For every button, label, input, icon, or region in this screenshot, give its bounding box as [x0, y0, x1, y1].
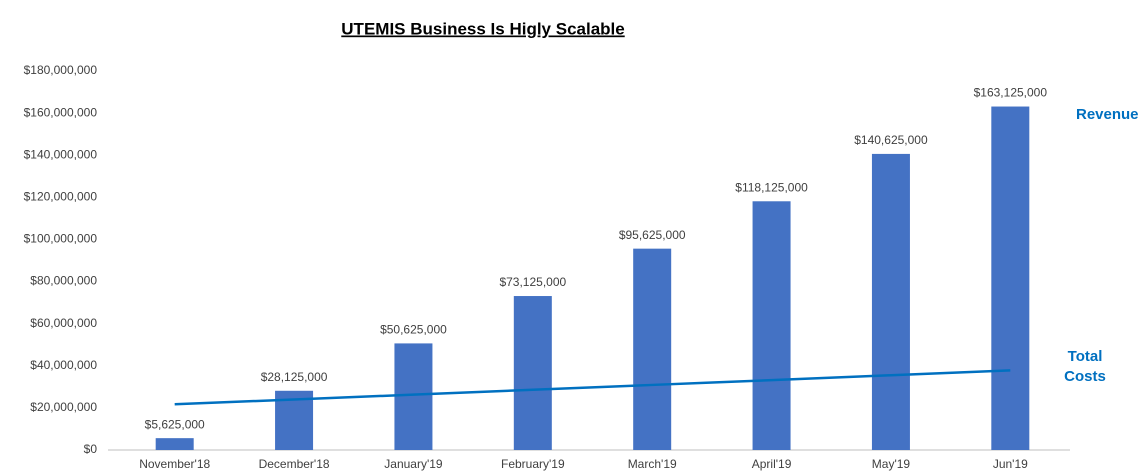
- x-tick-label: May'19: [872, 457, 911, 471]
- value-label: $95,625,000: [619, 228, 686, 242]
- bar: [513, 296, 552, 450]
- y-tick-label: $60,000,000: [30, 316, 97, 330]
- series-label: Revenues: [1076, 106, 1139, 123]
- y-tick-label: $20,000,000: [30, 400, 97, 414]
- y-tick-label: $140,000,000: [24, 147, 98, 161]
- x-tick-label: February'19: [501, 457, 565, 471]
- y-tick-label: $160,000,000: [24, 105, 98, 119]
- series-label-line: Costs: [1064, 368, 1106, 385]
- bar: [871, 153, 910, 450]
- value-label: $118,125,000: [735, 180, 808, 194]
- y-tick-label: $80,000,000: [30, 274, 97, 288]
- y-tick-label: $120,000,000: [24, 190, 98, 204]
- y-tick-label: $180,000,000: [24, 63, 98, 77]
- value-label: $50,625,000: [380, 323, 447, 337]
- bar: [394, 343, 433, 450]
- x-tick-label: March'19: [628, 457, 677, 471]
- x-tick-label: November'18: [139, 457, 210, 471]
- value-label: $140,625,000: [854, 133, 928, 147]
- bar: [155, 438, 194, 450]
- cost-line: [174, 369, 1011, 406]
- bar: [991, 106, 1030, 450]
- value-label: $5,625,000: [145, 417, 205, 431]
- y-tick-label: $40,000,000: [30, 358, 97, 372]
- x-tick-label: April'19: [752, 457, 792, 471]
- x-tick-label: January'19: [384, 457, 443, 471]
- x-tick-label: Jun'19: [993, 457, 1028, 471]
- y-tick-label: $100,000,000: [24, 232, 98, 246]
- series-label: Total Costs: [1064, 348, 1106, 385]
- chart-title: UTEMIS Business Is Higly Scalable: [341, 19, 624, 38]
- value-label: $28,125,000: [261, 370, 328, 384]
- value-label: $73,125,000: [499, 275, 566, 289]
- bar: [752, 201, 791, 450]
- x-tick-label: December'18: [259, 457, 330, 471]
- value-label: $163,125,000: [974, 86, 1048, 100]
- bar: [633, 248, 672, 450]
- series-label-line: Total: [1068, 348, 1103, 365]
- y-tick-label: $0: [84, 442, 98, 456]
